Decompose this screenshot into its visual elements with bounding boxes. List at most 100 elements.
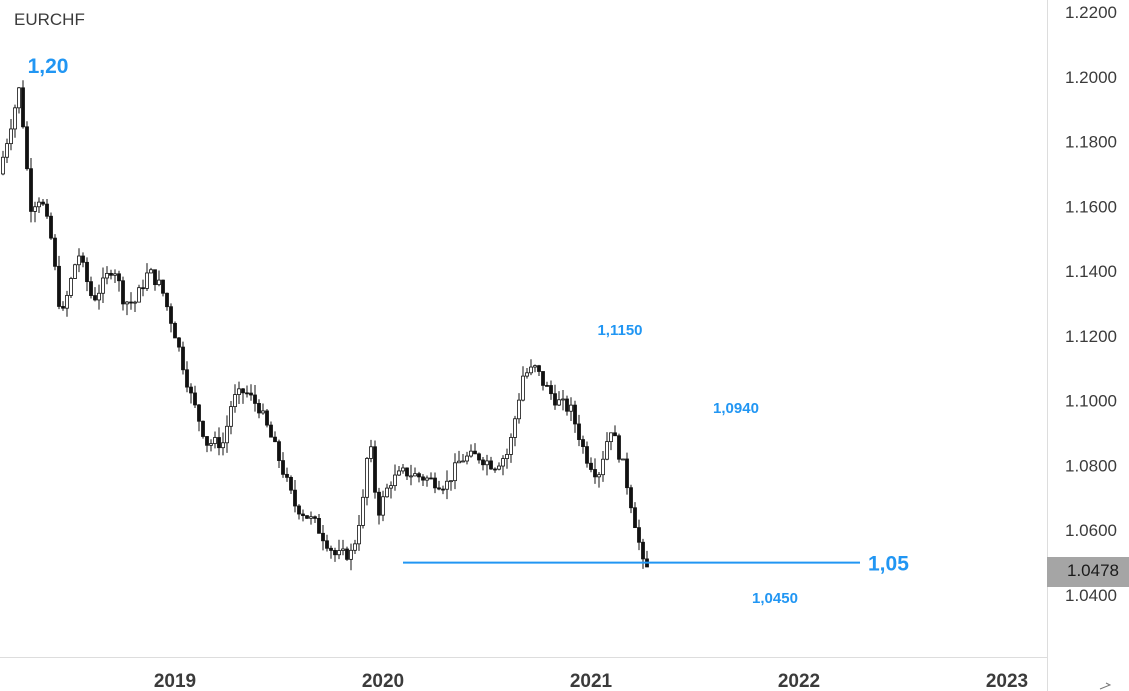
candle-up <box>349 549 353 560</box>
candle-up <box>105 272 109 279</box>
candle-up <box>485 460 489 466</box>
candle-down <box>477 453 481 461</box>
candle-up <box>461 460 465 463</box>
candle-up <box>225 425 229 444</box>
candle-down <box>553 393 557 406</box>
candle-down <box>253 394 257 404</box>
candle-down <box>573 404 577 425</box>
candle-down <box>161 279 165 294</box>
candle-up <box>501 458 505 467</box>
y-tick-label: 1.2000 <box>1065 68 1117 87</box>
candle-down <box>53 237 57 267</box>
candle-down <box>273 436 277 443</box>
y-tick-label: 1.1000 <box>1065 392 1117 411</box>
candle-up <box>145 272 149 289</box>
candle-up <box>457 460 461 464</box>
candle-down <box>205 436 209 446</box>
candle-up <box>561 398 565 401</box>
candle-down <box>281 460 285 475</box>
candle-up <box>209 443 213 446</box>
candle-down <box>537 365 541 372</box>
candle-up <box>425 477 429 481</box>
annotation-label: 1,0940 <box>713 400 759 417</box>
x-tick-label: 2023 <box>986 671 1028 691</box>
candle-down <box>585 446 589 464</box>
x-tick-label: 2022 <box>778 671 820 691</box>
x-tick-label: 2021 <box>570 671 613 691</box>
candle-up <box>389 485 393 489</box>
candle-up <box>397 470 401 476</box>
candle-up <box>529 366 533 374</box>
candle-down <box>141 287 145 290</box>
candle-up <box>5 143 9 158</box>
candle-up <box>513 418 517 438</box>
candle-down <box>121 280 125 305</box>
candle-down <box>185 369 189 388</box>
candle-up <box>365 458 369 498</box>
candle-down <box>189 386 193 394</box>
candle-up <box>361 496 365 526</box>
candle-down <box>217 437 221 449</box>
candle-down <box>265 410 269 426</box>
candle-down <box>441 488 445 491</box>
candle-down <box>637 527 641 543</box>
candle-down <box>633 507 637 529</box>
candle-down <box>21 87 25 128</box>
candle-up <box>401 467 405 472</box>
candle-up <box>385 487 389 498</box>
candle-down <box>25 126 29 170</box>
candle-up <box>33 206 37 212</box>
candle-up <box>533 365 537 368</box>
candle-down <box>285 473 289 478</box>
candle-down <box>581 439 585 447</box>
candle-up <box>409 475 413 478</box>
candle-down <box>481 459 485 466</box>
symbol-label: EURCHF <box>14 10 85 29</box>
x-axis-ticks: 2019 2020 2021 2022 2023 <box>154 671 1028 691</box>
candle-up <box>597 474 601 478</box>
candle-up <box>213 437 217 444</box>
candle-up <box>557 399 561 406</box>
candle-up <box>453 462 457 482</box>
candle-up <box>381 496 385 516</box>
candle-up <box>13 107 17 130</box>
candle-down <box>417 473 421 478</box>
candle-down <box>545 385 549 387</box>
candle-down <box>193 392 197 406</box>
candle-down <box>117 273 121 282</box>
candle-down <box>541 371 545 386</box>
candle-down <box>297 505 301 515</box>
candle-down <box>93 295 97 301</box>
y-tick-label: 1.1600 <box>1065 197 1117 216</box>
candle-down <box>473 450 477 455</box>
annotation-label: 1,20 <box>28 55 69 78</box>
candle-up <box>157 279 161 286</box>
candle-down <box>325 540 329 549</box>
candle-up <box>9 128 13 145</box>
candle-up <box>413 473 417 477</box>
candle-up <box>73 264 77 279</box>
candle-up <box>445 480 449 490</box>
candle-down <box>301 513 305 517</box>
candle-down <box>289 476 293 491</box>
candle-up <box>233 394 237 408</box>
candle-down <box>629 487 633 509</box>
candle-up <box>113 273 117 276</box>
candle-up <box>37 201 41 208</box>
candle-down <box>489 460 493 470</box>
y-tick-label: 1.1800 <box>1065 133 1117 152</box>
candle-down <box>437 487 441 490</box>
candle-down <box>377 491 381 516</box>
candle-down <box>305 515 309 519</box>
candle-down <box>57 265 61 307</box>
candle-down <box>81 255 85 263</box>
candle-down <box>85 261 89 283</box>
annotation-label: 1,05 <box>868 553 909 576</box>
candlestick-series <box>1 80 649 571</box>
candle-down <box>89 281 93 296</box>
candle-down <box>197 404 201 422</box>
y-tick-label: 1.0600 <box>1065 521 1117 540</box>
candle-down <box>317 518 321 534</box>
candle-down <box>593 469 597 478</box>
